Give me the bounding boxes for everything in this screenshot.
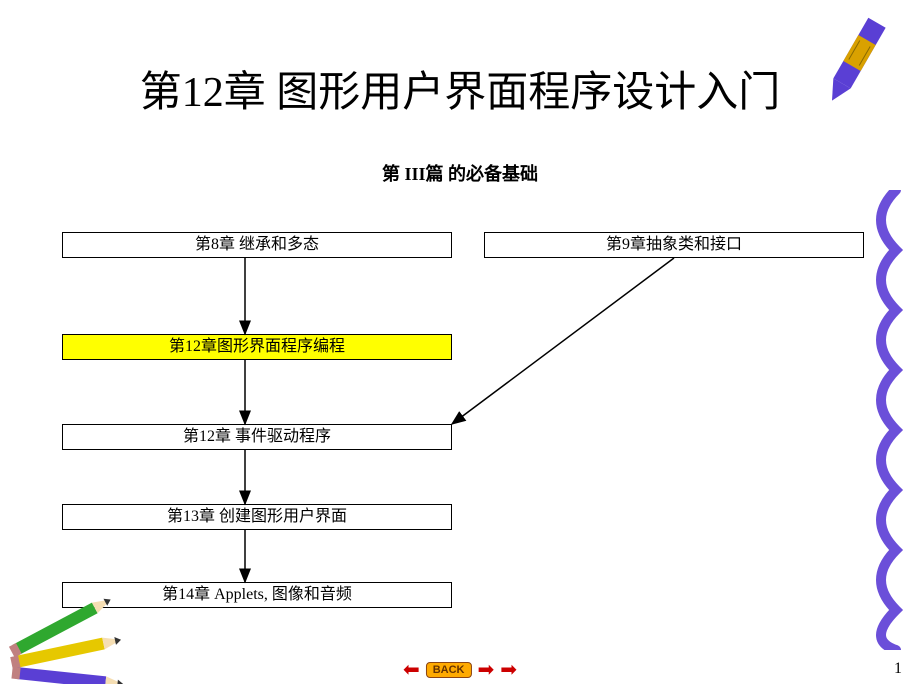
wavy-decoration xyxy=(856,190,916,650)
forward-icon[interactable]: ➡ xyxy=(500,657,517,682)
flowchart-node: 第12章图形界面程序编程 xyxy=(62,334,452,360)
subtitle: 第 III篇 的必备基础 xyxy=(0,160,920,186)
next-icon[interactable]: ➡ xyxy=(478,657,495,682)
flowchart-node: 第13章 创建图形用户界面 xyxy=(62,504,452,530)
page-title: 第12章 图形用户界面程序设计入门 xyxy=(0,58,920,119)
flowchart-node: 第12章 事件驱动程序 xyxy=(62,424,452,450)
prev-icon[interactable]: ⬅ xyxy=(403,657,420,682)
nav-controls: ⬅ BACK ➡ ➡ xyxy=(403,657,517,682)
page-number: 1 xyxy=(894,660,902,678)
flowchart-node: 第9章抽象类和接口 xyxy=(484,232,864,258)
back-button[interactable]: BACK xyxy=(426,662,472,678)
flowchart-node: 第8章 继承和多态 xyxy=(62,232,452,258)
pencils-decoration xyxy=(6,594,136,684)
crayon-decoration xyxy=(812,6,892,126)
